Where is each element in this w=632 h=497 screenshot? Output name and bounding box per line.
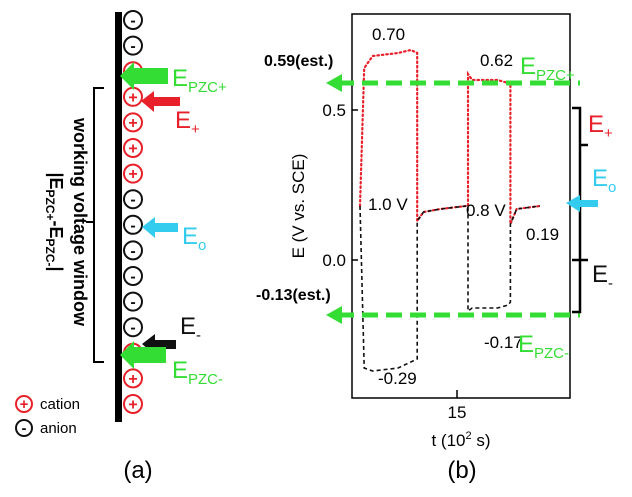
annot-0.19: 0.19 [526, 225, 559, 244]
right-e-zero-arrow [566, 195, 598, 212]
anion-ion [123, 10, 143, 30]
plot-frame [351, 13, 571, 399]
y-tick-label-0.0: 0.0 [322, 251, 346, 270]
e-pzc-plus-arrowhead [326, 74, 342, 92]
x-axis-label: t (102 s) [431, 430, 490, 450]
cation-ion [123, 163, 143, 184]
x-tick-label-15: 15 [448, 403, 467, 422]
anion-sign: - [130, 192, 135, 209]
cation-ion [123, 138, 143, 158]
annot-0.70: 0.70 [372, 25, 405, 44]
anion-sign: - [130, 294, 135, 311]
anion-sign: - [130, 217, 135, 234]
y-tick-label-0.5: 0.5 [322, 101, 346, 120]
e-pzc-plus-arrow [120, 62, 168, 90]
anion-label: anion [40, 420, 77, 437]
cation-sign: + [128, 166, 137, 183]
right-e-pzc-plus-label: EPZC+ [520, 53, 575, 84]
anion-icon [15, 419, 33, 437]
series-lower-potential [359, 205, 541, 372]
cation-ion [123, 112, 143, 133]
right-e-zero-label: Eo [592, 165, 616, 196]
panel-b: 0.5 0.0 15 t (102 s) E (V vs. SCE) 0.59(… [256, 13, 616, 484]
anion-symbol: - [22, 420, 27, 437]
electrode-bar [115, 12, 122, 422]
right-e-minus-label: E- [592, 261, 613, 292]
e-pzc-minus-arrowhead [326, 306, 342, 324]
cation-ion [123, 394, 143, 414]
panel-b-caption: (b) [447, 457, 476, 484]
cation-sign: + [128, 115, 137, 132]
e-plus-label: E+ [175, 107, 200, 138]
cation-label: cation [40, 396, 80, 413]
anion-sign: - [130, 269, 135, 286]
voltage-window-label: working voltage window [70, 117, 90, 327]
anion-sign: - [130, 243, 135, 260]
cation-sign: + [128, 371, 137, 388]
cation-sign: + [128, 397, 137, 414]
e-minus-label: E- [180, 313, 201, 344]
e-pzc-minus-arrow [120, 341, 166, 369]
anion-sign: - [130, 38, 135, 55]
anion-sign: - [130, 13, 135, 30]
annot-neg-0.29: -0.29 [378, 369, 417, 388]
y-axis-label: E (V vs. SCE) [289, 154, 308, 259]
ref-line-e-pzc-plus: 0.59(est.) [264, 53, 580, 92]
e-zero-label: Eo [182, 223, 206, 254]
anion-sign: - [130, 320, 135, 337]
cation-sign: + [128, 89, 137, 106]
e-pzc-plus-estimate: 0.59(est.) [264, 53, 333, 70]
annot-1.0V: 1.0 V [368, 195, 408, 214]
anion-ion [123, 266, 143, 286]
cation-icon [15, 395, 33, 413]
e-pzc-minus-estimate: -0.13(est.) [256, 287, 331, 304]
legend-cation: + cation [15, 395, 80, 413]
e-pzc-plus-label: EPZC+ [172, 65, 227, 96]
right-bracket-upper [572, 106, 582, 262]
annot-0.62: 0.62 [480, 51, 513, 70]
cation-symbol: + [20, 396, 29, 413]
right-e-pzc-minus-label: EPZC- [518, 331, 569, 362]
legend: + cation - anion [15, 395, 80, 437]
legend-anion: - anion [15, 419, 77, 437]
annot-neg-0.17: -0.17 [484, 333, 523, 352]
annot-0.8V: 0.8 V [466, 201, 506, 220]
anion-ion [123, 291, 143, 312]
e-pzc-minus-label: EPZC- [172, 357, 223, 388]
anion-ion [123, 189, 143, 210]
panel-a: --+++++------+++ working voltage window … [15, 10, 227, 484]
e-plus-arrow [141, 91, 180, 112]
cation-sign: + [128, 141, 137, 158]
anion-ion [123, 35, 143, 56]
anion-ion [123, 214, 143, 235]
panel-a-caption: (a) [123, 457, 152, 484]
voltage-window-formula: |EPZC+-EPZC-| [43, 172, 66, 271]
cation-ion [123, 368, 143, 389]
anion-ion [123, 240, 143, 261]
ref-line-e-pzc-minus: -0.13(est.) [256, 287, 580, 324]
voltage-window-bracket [93, 87, 104, 363]
e-zero-arrow [142, 217, 178, 238]
anion-ion [123, 317, 143, 338]
right-e-plus-label: E+ [588, 111, 613, 142]
